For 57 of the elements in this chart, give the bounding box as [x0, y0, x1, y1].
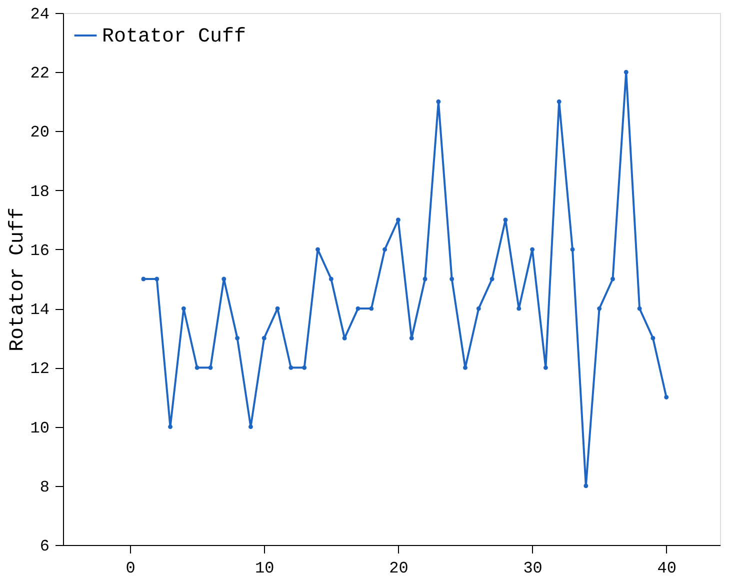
y-axis-title: Rotator Cuff: [6, 207, 30, 352]
x-tick-label: 10: [255, 560, 274, 578]
point: [154, 276, 160, 282]
point: [369, 306, 374, 311]
point: [141, 276, 146, 282]
y-tick-label: 10: [30, 419, 50, 438]
point: [436, 99, 441, 104]
point: [342, 336, 347, 340]
point: [463, 365, 468, 370]
point: [168, 424, 172, 430]
y-tick-label: 6: [40, 538, 50, 556]
point: [543, 365, 548, 370]
point: [302, 365, 307, 370]
x-tick-label: 20: [389, 560, 408, 578]
x-tick-label: 30: [523, 560, 542, 578]
point: [222, 276, 226, 282]
y-tick-label: 22: [30, 64, 50, 83]
y-tick-label: 12: [30, 360, 50, 378]
point: [262, 336, 266, 340]
point: [288, 365, 294, 370]
point: [181, 306, 186, 311]
y-tick-label: 20: [30, 124, 50, 142]
point: [650, 336, 656, 340]
point: [637, 306, 642, 311]
y-tick-label: 24: [30, 6, 50, 24]
point: [530, 247, 535, 252]
point: [396, 218, 400, 222]
x-tick-label: 0: [126, 560, 136, 578]
point: [316, 247, 320, 252]
point: [275, 306, 280, 311]
point: [194, 365, 200, 370]
point: [422, 276, 428, 282]
point: [597, 306, 602, 311]
point: [503, 218, 508, 222]
point: [610, 276, 615, 282]
point: [208, 365, 213, 370]
point: [248, 424, 253, 430]
x-tick-label: 40: [657, 560, 676, 578]
point: [570, 247, 575, 252]
point: [624, 70, 628, 74]
point: [409, 336, 414, 340]
point: [356, 306, 360, 311]
point: [382, 247, 388, 252]
y-tick-label: 18: [30, 182, 50, 201]
y-tick-label: 16: [30, 242, 50, 260]
point: [490, 276, 494, 282]
point: [235, 336, 240, 340]
point: [476, 306, 481, 311]
y-tick-label: 8: [40, 478, 50, 496]
point: [584, 484, 588, 488]
point: [556, 99, 562, 104]
y-tick-label: 14: [30, 301, 50, 320]
point: [516, 306, 522, 311]
point: [664, 394, 669, 400]
point: [328, 276, 334, 282]
legend-label: Rotator Cuff: [102, 26, 246, 48]
point: [450, 276, 454, 282]
